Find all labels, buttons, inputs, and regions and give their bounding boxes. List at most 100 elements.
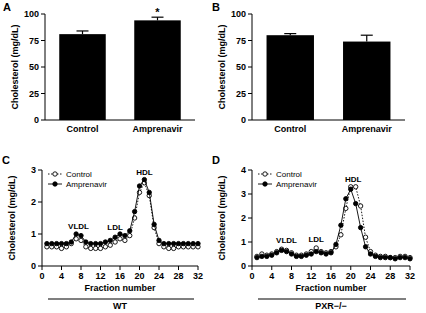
marker bbox=[299, 254, 303, 258]
marks bbox=[45, 177, 201, 250]
marker bbox=[98, 246, 102, 250]
caption-rule bbox=[258, 298, 406, 299]
marker bbox=[270, 253, 274, 257]
error-cap bbox=[77, 30, 89, 31]
y-tick-label: 0 bbox=[241, 115, 246, 125]
marker bbox=[388, 255, 392, 259]
y-tick bbox=[248, 218, 252, 219]
marker bbox=[118, 237, 122, 241]
marker bbox=[344, 197, 348, 201]
x-tick-label: Control bbox=[274, 124, 306, 134]
error-cap bbox=[361, 35, 373, 36]
panel-label: C bbox=[2, 154, 10, 166]
y-tick-label: 50 bbox=[29, 62, 39, 72]
bar bbox=[343, 42, 390, 120]
x-tick bbox=[271, 266, 272, 270]
marker bbox=[186, 241, 190, 245]
y-tick bbox=[248, 14, 252, 15]
y-tick-label: 50 bbox=[236, 62, 246, 72]
x-tick bbox=[350, 266, 351, 270]
series-line bbox=[47, 180, 198, 244]
y-tick-label: 1 bbox=[241, 237, 246, 247]
x-tick-label: 8 bbox=[78, 271, 83, 281]
series-line bbox=[257, 187, 410, 258]
y-tick-label: 2 bbox=[241, 213, 246, 223]
marker bbox=[274, 251, 278, 255]
marks bbox=[59, 17, 181, 120]
marker bbox=[64, 241, 68, 245]
series-line bbox=[47, 183, 198, 249]
y-axis-label: Cholesterol (mg/dL) bbox=[10, 24, 20, 109]
panel-label: D bbox=[212, 154, 220, 166]
y-tick-label: 100 bbox=[231, 9, 246, 19]
marker bbox=[255, 255, 259, 259]
y-tick-label: 1 bbox=[31, 229, 36, 239]
x-tick-label: 8 bbox=[289, 271, 294, 281]
marker bbox=[162, 241, 166, 245]
marker bbox=[368, 252, 372, 256]
marker bbox=[167, 246, 171, 250]
y-tick-label: 0 bbox=[241, 261, 246, 271]
y-tick bbox=[248, 194, 252, 195]
marker bbox=[93, 246, 97, 250]
y-tick bbox=[248, 40, 252, 41]
y-tick-label: 75 bbox=[29, 36, 39, 46]
x-tick bbox=[120, 266, 121, 270]
annotation: VLDL bbox=[68, 222, 89, 231]
marker bbox=[363, 245, 367, 249]
marker bbox=[84, 245, 88, 249]
x-tick bbox=[291, 266, 292, 270]
legend-label: Amprenavir bbox=[66, 180, 107, 189]
y-tick-label: 25 bbox=[29, 89, 39, 99]
marker bbox=[324, 252, 328, 256]
marker bbox=[74, 232, 78, 236]
y-tick bbox=[38, 170, 42, 171]
marker bbox=[137, 184, 141, 188]
x-tick-label: 16 bbox=[326, 271, 336, 281]
y-tick bbox=[38, 266, 42, 267]
x-tick bbox=[42, 266, 43, 270]
marker bbox=[59, 241, 63, 245]
panel: 0123Cholesterol (mg/dL)048121620242832Fr… bbox=[2, 154, 203, 311]
marker bbox=[383, 255, 387, 259]
x-tick bbox=[178, 266, 179, 270]
y-tick bbox=[41, 120, 45, 121]
y-axis bbox=[42, 170, 43, 266]
marker bbox=[59, 246, 63, 250]
annotation: LDL bbox=[308, 235, 324, 244]
marker bbox=[388, 255, 392, 259]
y-tick-label: 100 bbox=[24, 9, 39, 19]
annotation: LDL bbox=[107, 223, 123, 232]
x-tick bbox=[139, 266, 140, 270]
marker bbox=[89, 241, 93, 245]
marker bbox=[191, 241, 195, 245]
x-tick-label: 32 bbox=[193, 271, 203, 281]
y-tick-label: 4 bbox=[241, 165, 246, 175]
y-tick-label: 0 bbox=[34, 115, 39, 125]
marker bbox=[167, 241, 171, 245]
y-axis-label: Cholesterol (mg/dL) bbox=[7, 175, 17, 260]
marker bbox=[181, 241, 185, 245]
marker bbox=[358, 204, 362, 208]
marker bbox=[171, 241, 175, 245]
marker bbox=[334, 242, 338, 246]
x-tick-label: 4 bbox=[59, 271, 64, 281]
legend-marker bbox=[53, 182, 57, 186]
legend-label: Control bbox=[66, 170, 92, 179]
x-tick-label: 24 bbox=[365, 271, 375, 281]
marker bbox=[113, 240, 117, 244]
legend-marker bbox=[263, 182, 267, 186]
y-tick-label: 75 bbox=[236, 36, 246, 46]
marker bbox=[69, 240, 73, 244]
marker bbox=[128, 229, 132, 233]
marker bbox=[118, 232, 122, 236]
marker bbox=[113, 235, 117, 239]
y-tick-label: 2 bbox=[31, 197, 36, 207]
marker bbox=[304, 253, 308, 257]
x-axis-label: Fraction number bbox=[84, 283, 156, 293]
marker bbox=[358, 225, 362, 229]
x-tick-label: 20 bbox=[134, 271, 144, 281]
marker bbox=[319, 251, 323, 255]
marker bbox=[79, 238, 83, 242]
y-tick bbox=[38, 202, 42, 203]
